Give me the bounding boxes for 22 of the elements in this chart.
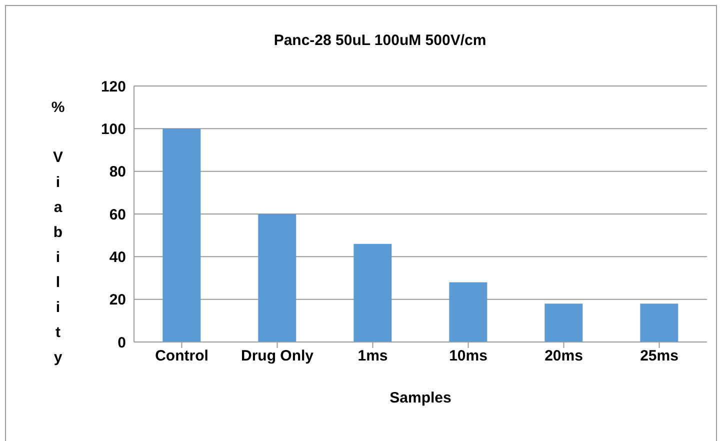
x-tick-label: Control	[155, 348, 208, 365]
x-tick-label: 1ms	[358, 348, 388, 365]
x-tick-label: 25ms	[640, 348, 678, 365]
bar	[258, 214, 296, 342]
y-tick-label: 20	[109, 292, 126, 309]
chart-title: Panc-28 50uL 100uM 500V/cm	[272, 32, 488, 49]
bar	[162, 128, 201, 342]
x-tick-label: Drug Only	[240, 348, 314, 365]
bar	[449, 282, 488, 342]
bar	[640, 304, 678, 342]
y-tick-label: 80	[109, 164, 126, 181]
bar	[354, 244, 392, 342]
x-tick-label: 10ms	[449, 348, 488, 365]
y-tick-label: 40	[109, 248, 126, 266]
y-tick-label: 100	[100, 120, 126, 138]
y-tick-label: 120	[100, 78, 126, 96]
x-axis-title: Samples	[390, 390, 452, 407]
bar	[544, 304, 583, 342]
x-tick-label: 20ms	[544, 348, 583, 365]
text: % Viability	[51, 99, 65, 366]
y-tick-label: 60	[109, 206, 126, 224]
y-tick-label: 0	[118, 334, 126, 352]
